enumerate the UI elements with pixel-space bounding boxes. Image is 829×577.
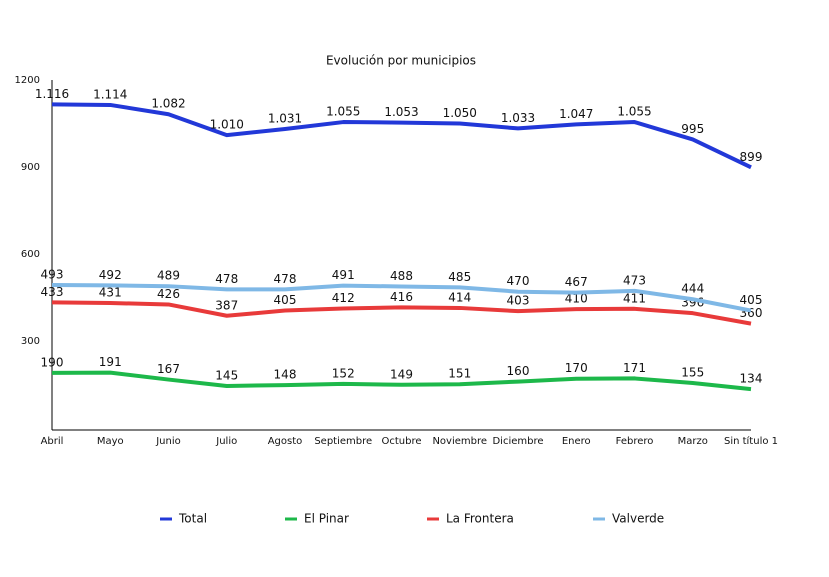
data-label: 155	[681, 366, 704, 380]
data-label: 387	[215, 298, 238, 312]
x-tick-label: Abril	[41, 436, 64, 447]
data-label: 152	[332, 366, 355, 380]
x-tick-label: Mayo	[97, 436, 124, 447]
legend-label: El Pinar	[304, 512, 349, 526]
x-tick-label: Agosto	[268, 436, 303, 447]
data-label: 191	[99, 355, 122, 369]
data-label: 148	[274, 368, 297, 382]
data-label: 134	[740, 372, 763, 386]
data-label: 190	[41, 355, 64, 369]
data-label: 410	[565, 292, 588, 306]
series-line	[51, 283, 752, 313]
data-label: 489	[157, 269, 180, 283]
x-tick-label: Septiembre	[314, 436, 372, 447]
data-label: 485	[448, 270, 471, 284]
data-label: 412	[332, 291, 355, 305]
legend-label: Total	[178, 512, 207, 526]
data-label: 995	[681, 122, 704, 136]
data-label: 493	[41, 268, 64, 282]
data-label: 145	[215, 368, 238, 382]
data-label: 1.082	[151, 97, 185, 111]
data-label: 1.050	[443, 106, 477, 120]
data-label: 149	[390, 367, 413, 381]
x-tick-label: Marzo	[678, 436, 708, 447]
data-label: 1.033	[501, 111, 535, 125]
x-tick-label: Febrero	[616, 436, 654, 447]
data-label: 405	[274, 293, 297, 307]
legend-label: Valverde	[612, 512, 664, 526]
data-label: 467	[565, 275, 588, 289]
data-label: 1.047	[559, 107, 593, 121]
data-label: 1.053	[384, 105, 418, 119]
data-label: 151	[448, 367, 471, 381]
x-tick-label: Noviembre	[432, 436, 487, 447]
data-label: 478	[215, 272, 238, 286]
y-tick-label: 600	[21, 249, 40, 260]
data-label: 170	[565, 361, 588, 375]
data-label: 433	[41, 285, 64, 299]
y-tick-label: 300	[21, 336, 40, 347]
data-label: 899	[740, 150, 763, 164]
y-tick-label: 1200	[15, 75, 40, 86]
data-label: 1.010	[210, 118, 244, 132]
x-tick-label: Junio	[155, 436, 181, 447]
data-label: 416	[390, 290, 413, 304]
x-tick-label: Enero	[562, 436, 591, 447]
data-label: 403	[507, 294, 530, 308]
data-label: 1.116	[35, 87, 69, 101]
data-label: 1.031	[268, 112, 302, 126]
data-label: 488	[390, 269, 413, 283]
data-label: 473	[623, 273, 646, 287]
data-label: 405	[740, 293, 763, 307]
data-label: 478	[274, 272, 297, 286]
series-line	[51, 370, 752, 392]
x-tick-label: Julio	[215, 436, 237, 447]
data-label: 491	[332, 268, 355, 282]
data-label: 426	[157, 287, 180, 301]
series-line	[51, 102, 752, 170]
data-label: 444	[681, 282, 704, 296]
x-tick-label: Octubre	[381, 436, 421, 447]
x-tick-label: Diciembre	[492, 436, 543, 447]
chart-title: Evolución por municipios	[326, 54, 476, 68]
data-label: 1.055	[326, 105, 360, 119]
data-label: 160	[507, 364, 530, 378]
legend-label: La Frontera	[446, 512, 514, 526]
data-label: 492	[99, 268, 122, 282]
data-label: 411	[623, 291, 646, 305]
data-label: 1.114	[93, 87, 127, 101]
x-tick-label: Sin título 1	[724, 435, 778, 447]
data-label: 470	[507, 274, 530, 288]
series-line	[51, 300, 752, 326]
y-tick-label: 900	[21, 162, 40, 173]
data-label: 171	[623, 361, 646, 375]
data-label: 167	[157, 362, 180, 376]
data-label: 414	[448, 290, 471, 304]
data-label: 431	[99, 286, 122, 300]
data-label: 1.055	[617, 105, 651, 119]
